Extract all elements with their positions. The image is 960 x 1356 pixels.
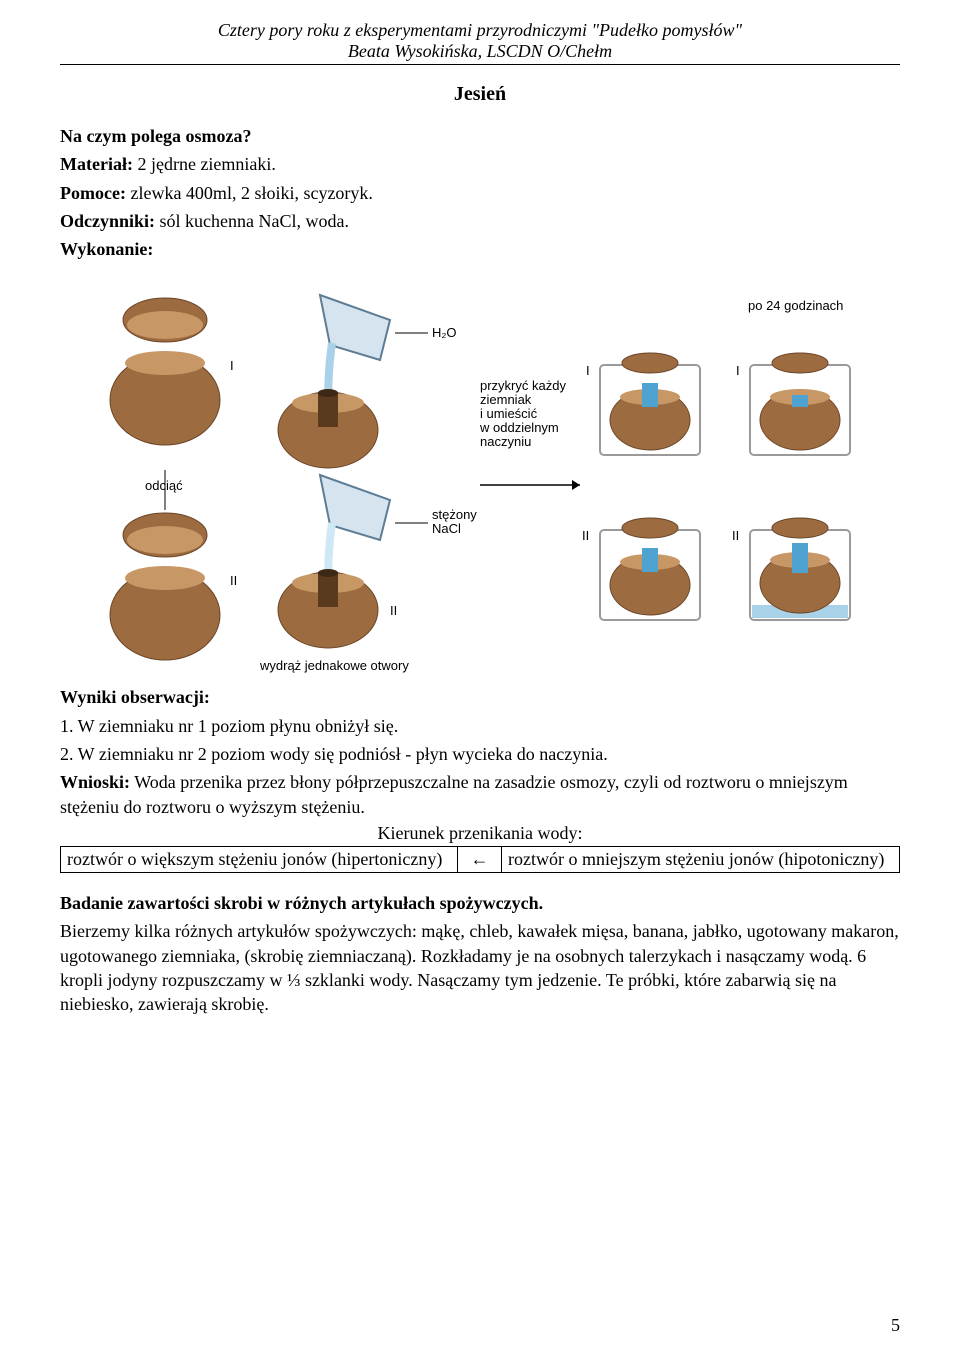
potato-body-II: II — [110, 566, 237, 660]
header-title: Cztery pory roku z eksperymentami przyro… — [60, 20, 900, 41]
aids-line: Pomoce: zlewka 400ml, 2 słoiki, scyzoryk… — [60, 181, 900, 205]
holes-label: wydrąż jednakowe otwory — [259, 658, 409, 673]
material-line: Materiał: 2 jędrne ziemniaki. — [60, 152, 900, 176]
conclusion-text: Woda przenika przez błony półprzepuszcza… — [60, 772, 848, 816]
aids-label: Pomoce: — [60, 183, 126, 203]
starch-body: Bierzemy kilka różnych artykułów spożywc… — [60, 919, 900, 1016]
page-header: Cztery pory roku z eksperymentami przyro… — [60, 20, 900, 65]
osmosis-diagram: I odciąć II H₂O stężonyNaCl II wydr — [80, 275, 880, 675]
jar-before-I: I — [586, 353, 700, 455]
execution-label: Wykonanie: — [60, 239, 153, 259]
nacl-label: stężonyNaCl — [432, 507, 477, 536]
reagents-label: Odczynniki: — [60, 211, 155, 231]
header-author: Beata Wysokińska, LSCDN O/Chełm — [60, 41, 900, 62]
roman-II-2: II — [390, 603, 397, 618]
starch-title-line: Badanie zawartości skrobi w różnych arty… — [60, 891, 900, 915]
potato-hole-II: II — [278, 569, 397, 648]
question-text: Na czym polega osmoza? — [60, 126, 251, 146]
section-title: Jesień — [60, 83, 900, 106]
flow-arrow-cell: ← — [457, 846, 501, 872]
potato-slice-I — [123, 298, 207, 342]
osmosis-question: Na czym polega osmoza? — [60, 124, 900, 148]
execution-line: Wykonanie: — [60, 237, 900, 261]
cover-label: przykryć każdy ziemniak i umieścić w odd… — [479, 378, 570, 449]
roman-I-1: I — [230, 358, 234, 373]
results-item2: 2. W ziemniaku nr 2 poziom wody się podn… — [60, 742, 900, 766]
jar-I-label-2: I — [736, 363, 740, 378]
beaker-h2o: H₂O — [320, 295, 457, 405]
reagents-line: Odczynniki: sól kuchenna NaCl, woda. — [60, 209, 900, 233]
flow-right-cell: roztwór o mniejszym stężeniu jonów (hipo… — [501, 846, 899, 872]
jar-I-label-1: I — [586, 363, 590, 378]
conclusion-line: Wnioski: Woda przenika przez błony półpr… — [60, 770, 900, 819]
page-number: 5 — [891, 1315, 900, 1336]
starch-title: Badanie zawartości skrobi w różnych arty… — [60, 893, 543, 913]
beaker-nacl: stężonyNaCl — [320, 475, 477, 585]
jar-before-II: II — [582, 518, 700, 620]
potato-body-I: I — [110, 351, 234, 445]
results-label: Wyniki obserwacji: — [60, 687, 210, 707]
results-item1: 1. W ziemniaku nr 1 poziom płynu obniżył… — [60, 714, 900, 738]
after-label: po 24 godzinach — [748, 298, 843, 313]
flow-left-cell: roztwór o większym stężeniu jonów (hiper… — [61, 846, 458, 872]
aids-text: zlewka 400ml, 2 słoiki, scyzoryk. — [126, 183, 373, 203]
potato-slice-II — [123, 513, 207, 557]
potato-hole-I — [278, 389, 378, 468]
h2o-label: H₂O — [432, 325, 457, 340]
direction-label: Kierunek przenikania wody: — [60, 823, 900, 844]
flow-table: roztwór o większym stężeniu jonów (hiper… — [60, 846, 900, 873]
material-text: 2 jędrne ziemniaki. — [133, 154, 276, 174]
conclusion-label: Wnioski: — [60, 772, 130, 792]
jar-after-I: I — [736, 353, 850, 455]
cut-label: odciąć — [145, 478, 183, 493]
jar-II-label-2: II — [732, 528, 739, 543]
jar-after-II: II — [732, 518, 850, 620]
results-label-line: Wyniki obserwacji: — [60, 685, 900, 709]
material-label: Materiał: — [60, 154, 133, 174]
jar-II-label-1: II — [582, 528, 589, 543]
roman-II-1: II — [230, 573, 237, 588]
reagents-text: sól kuchenna NaCl, woda. — [155, 211, 349, 231]
